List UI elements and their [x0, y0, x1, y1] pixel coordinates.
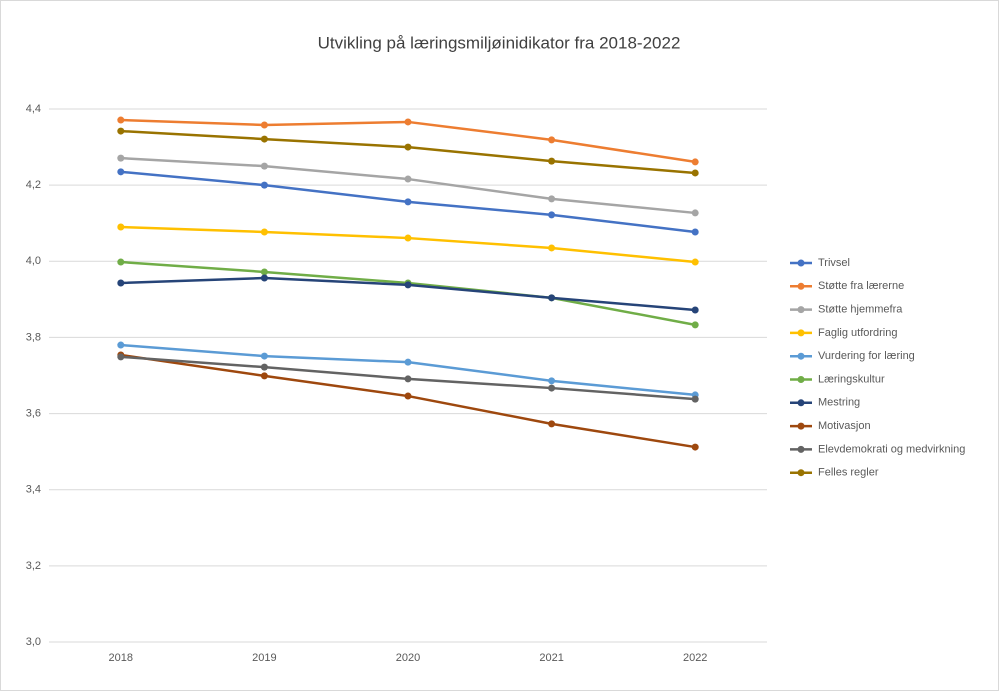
y-tick-label: 3,0	[26, 636, 41, 648]
point	[548, 420, 556, 428]
legend-swatch-dot	[797, 259, 805, 267]
x-tick-label: 2020	[396, 652, 420, 664]
legend-label: Støtte hjemmefra	[818, 304, 903, 316]
point	[691, 169, 699, 177]
point	[691, 395, 699, 403]
y-tick-label: 4,4	[26, 103, 41, 115]
legend-swatch-dot	[797, 306, 805, 314]
x-tick-label: 2021	[539, 652, 563, 664]
point	[404, 281, 412, 289]
y-tick-label: 3,2	[26, 560, 41, 572]
x-tick-label: 2018	[109, 652, 133, 664]
point	[404, 234, 412, 242]
legend-label: Trivsel	[818, 257, 850, 269]
y-tick-label: 4,0	[26, 255, 41, 267]
point	[117, 154, 125, 162]
point	[117, 127, 125, 135]
point	[260, 372, 268, 380]
point	[548, 384, 556, 392]
point	[548, 377, 556, 385]
point	[404, 143, 412, 151]
point	[260, 135, 268, 143]
point	[260, 363, 268, 371]
point	[691, 209, 699, 217]
point	[117, 168, 125, 176]
point	[260, 181, 268, 189]
legend-label: Læringskultur	[818, 373, 885, 385]
point	[548, 244, 556, 252]
x-tick-label: 2019	[252, 652, 276, 664]
x-tick-label: 2022	[683, 652, 707, 664]
point	[260, 121, 268, 129]
legend-swatch-dot	[797, 422, 805, 430]
legend-label: Elevdemokrati og medvirkning	[818, 443, 965, 455]
point	[260, 274, 268, 282]
point	[260, 162, 268, 170]
point	[548, 211, 556, 219]
point	[691, 228, 699, 236]
point	[260, 268, 268, 276]
legend-label: Vurdering for læring	[818, 350, 915, 362]
point	[404, 375, 412, 383]
legend-label: Felles regler	[818, 467, 879, 479]
legend-label: Mestring	[818, 397, 860, 409]
point	[117, 353, 125, 361]
legend-label: Motivasjon	[818, 420, 871, 432]
legend-swatch-dot	[797, 445, 805, 453]
point	[260, 228, 268, 236]
point	[548, 136, 556, 144]
y-tick-label: 3,4	[26, 484, 41, 496]
point	[548, 294, 556, 302]
y-tick-label: 3,8	[26, 331, 41, 343]
point	[117, 279, 125, 287]
point	[260, 352, 268, 360]
legend-swatch-dot	[797, 352, 805, 360]
point	[404, 175, 412, 183]
point	[117, 116, 125, 124]
legend-label: Støtte fra lærerne	[818, 280, 904, 292]
point	[404, 392, 412, 400]
y-tick-label: 4,2	[26, 179, 41, 191]
point	[117, 223, 125, 231]
point	[548, 157, 556, 165]
legend-label: Faglig utfordring	[818, 327, 898, 339]
legend-swatch-dot	[797, 282, 805, 290]
point	[691, 306, 699, 314]
point	[117, 258, 125, 266]
legend-swatch-dot	[797, 329, 805, 337]
chart-title: Utvikling på læringsmiljøinidikator fra …	[318, 33, 681, 52]
legend-swatch-dot	[797, 376, 805, 383]
point	[404, 358, 412, 366]
point	[404, 118, 412, 126]
point	[691, 321, 699, 329]
legend-swatch-dot	[797, 399, 805, 407]
legend-swatch-dot	[797, 469, 805, 477]
point	[404, 198, 412, 206]
point	[117, 341, 125, 349]
y-tick-label: 3,6	[26, 407, 41, 419]
point	[691, 258, 699, 266]
point	[691, 443, 699, 451]
point	[691, 158, 699, 166]
point	[548, 195, 556, 203]
